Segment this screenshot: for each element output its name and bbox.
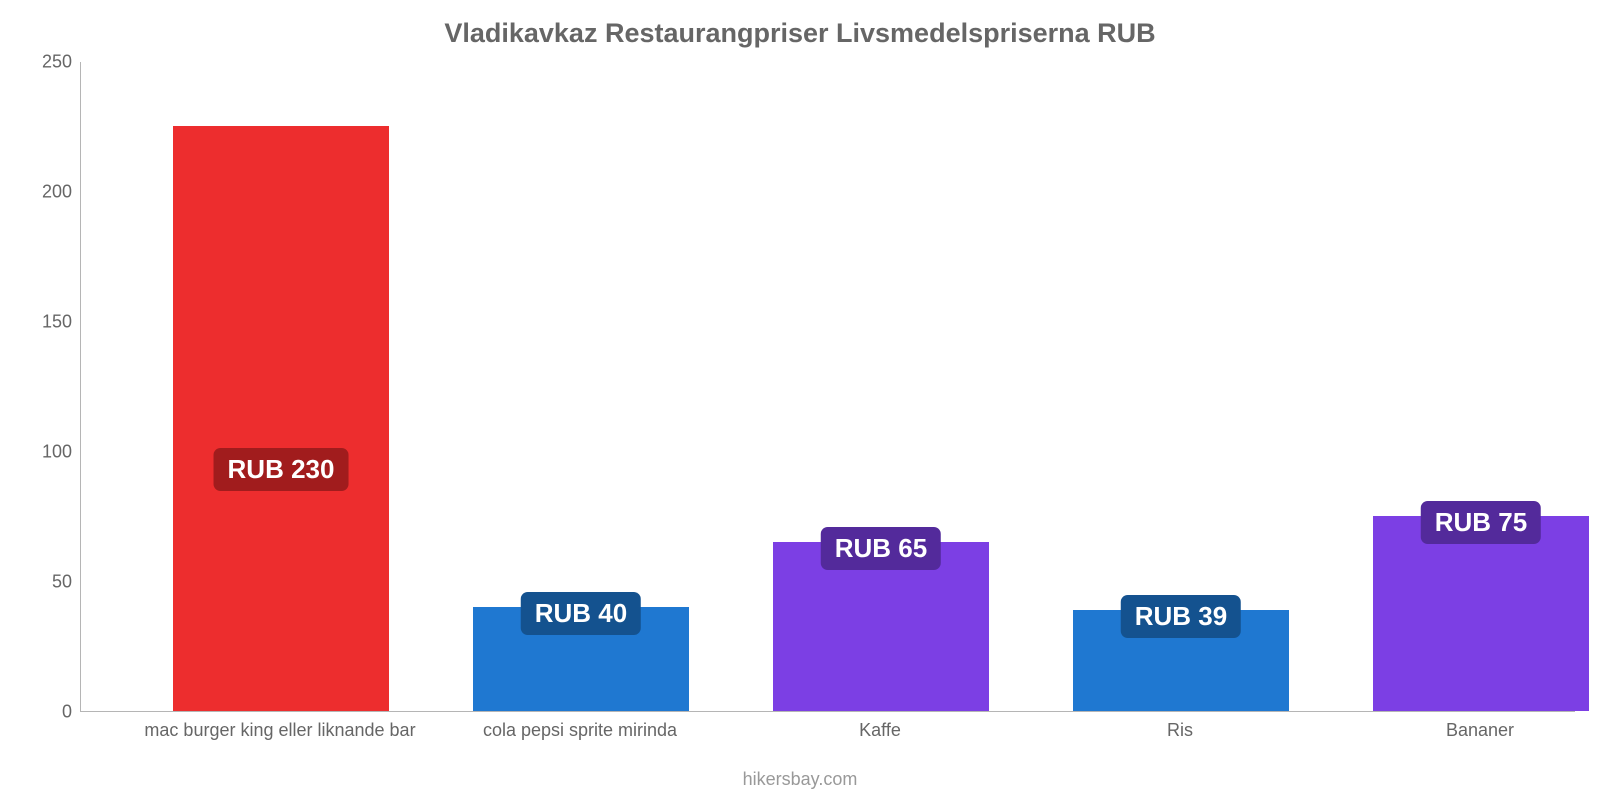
x-label-4: Bananer — [1446, 720, 1514, 741]
x-label-2: Kaffe — [859, 720, 901, 741]
chart-title: Vladikavkaz Restaurangpriser Livsmedelsp… — [0, 18, 1600, 49]
bar-4 — [1373, 516, 1589, 711]
value-badge-3: RUB 39 — [1121, 595, 1241, 638]
bar-0 — [173, 126, 389, 711]
y-tick-100: 100 — [0, 442, 72, 463]
x-label-1: cola pepsi sprite mirinda — [483, 720, 677, 741]
y-tick-150: 150 — [0, 312, 72, 333]
value-badge-4: RUB 75 — [1421, 501, 1541, 544]
x-label-3: Ris — [1167, 720, 1193, 741]
x-label-0: mac burger king eller liknande bar — [144, 720, 415, 741]
y-tick-50: 50 — [0, 572, 72, 593]
chart-caption: hikersbay.com — [0, 769, 1600, 790]
value-badge-0: RUB 230 — [214, 448, 349, 491]
bars-layer: RUB 230 RUB 40 RUB 65 RUB 39 RUB 75 — [81, 62, 1575, 711]
y-tick-0: 0 — [0, 702, 72, 723]
y-tick-250: 250 — [0, 52, 72, 73]
price-bar-chart: Vladikavkaz Restaurangpriser Livsmedelsp… — [0, 0, 1600, 800]
value-badge-2: RUB 65 — [821, 527, 941, 570]
y-tick-200: 200 — [0, 182, 72, 203]
value-badge-1: RUB 40 — [521, 592, 641, 635]
plot-area: RUB 230 RUB 40 RUB 65 RUB 39 RUB 75 — [80, 62, 1575, 712]
